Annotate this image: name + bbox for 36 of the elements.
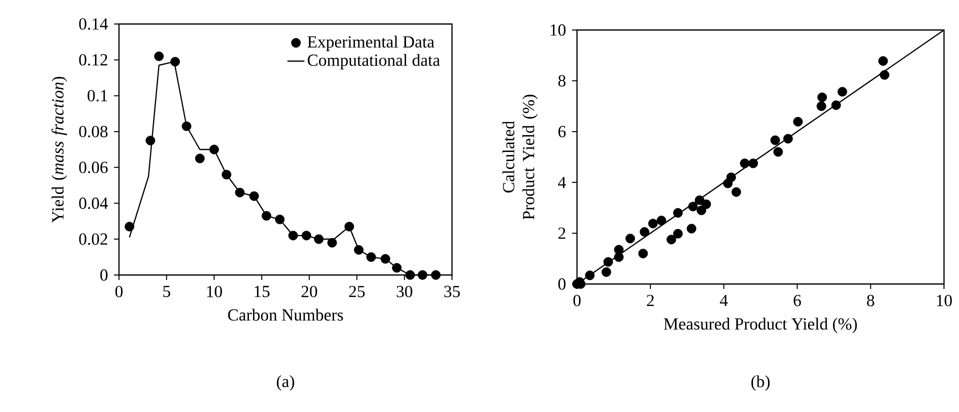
text: (a) bbox=[276, 375, 294, 391]
y-tick-label: 0.06 bbox=[79, 162, 108, 174]
x-tick-label: 25 bbox=[349, 286, 365, 298]
y-tick-label: 0.02 bbox=[79, 233, 108, 245]
legend-label: Experimental Data bbox=[308, 36, 434, 52]
y-tick-label: 0.1 bbox=[88, 90, 108, 102]
x-tick-label: 35 bbox=[444, 286, 460, 298]
text: (b) bbox=[751, 375, 770, 391]
legend-label: Computational data bbox=[308, 54, 440, 70]
x-tick-label: 6 bbox=[794, 294, 801, 306]
y-tick-label: 0 bbox=[100, 269, 108, 281]
y-tick-label: 2 bbox=[558, 228, 566, 239]
x-tick-label: 10 bbox=[937, 294, 952, 306]
y-tick-label: 0.04 bbox=[79, 198, 108, 210]
x-tick-label: 15 bbox=[254, 286, 270, 298]
y-tick-label: 0.12 bbox=[79, 54, 108, 66]
x-tick-label: 4 bbox=[720, 294, 728, 306]
x-axis-title: Measured Product Yield (%) bbox=[664, 318, 857, 334]
x-tick-label: 0 bbox=[573, 294, 581, 306]
y-tick-label: 8 bbox=[558, 75, 566, 87]
y-tick-label: 6 bbox=[558, 126, 566, 138]
y-axis-title: Calculated Product Yield (%) bbox=[502, 94, 538, 220]
x-tick-label: 30 bbox=[396, 286, 412, 298]
x-tick-label: 0 bbox=[115, 286, 123, 298]
x-tick-label: 20 bbox=[302, 286, 318, 298]
y-tick-label: 10 bbox=[550, 24, 566, 36]
y-tick-label: 0 bbox=[558, 278, 566, 290]
x-axis-title: Carbon Numbers bbox=[228, 308, 343, 321]
x-tick-label: 5 bbox=[163, 286, 170, 298]
y-tick-label: 0.14 bbox=[79, 18, 108, 30]
y-tick-label: 4 bbox=[558, 176, 566, 188]
x-tick-label: 2 bbox=[646, 294, 654, 306]
y-tick-label: 0.08 bbox=[79, 126, 108, 138]
x-tick-label: 8 bbox=[867, 294, 874, 306]
x-tick-label: 10 bbox=[207, 286, 222, 298]
y-axis-title: Yield (mass fraction) bbox=[52, 76, 68, 223]
